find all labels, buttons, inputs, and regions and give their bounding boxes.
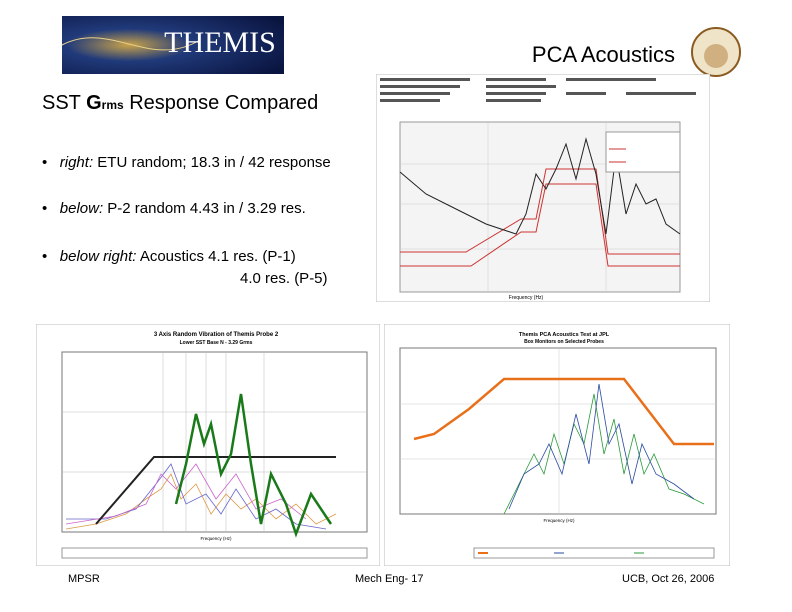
bullet: • below right: Acoustics 4.1 res. (P-1) — [42, 248, 296, 265]
footer-left: MPSR — [68, 573, 100, 585]
response-line — [399, 137, 681, 235]
header-title: PCA Acoustics — [532, 42, 675, 67]
title-part: G — [86, 92, 102, 114]
logo-swirl — [61, 37, 201, 51]
bullet-lead: below right: — [59, 248, 137, 265]
bullet: • below: P-2 random 4.43 in / 3.29 res. — [42, 200, 306, 217]
slide-title: SST Grms Response Compared — [42, 92, 318, 115]
bullet-text: Acoustics 4.1 res. (P-1) — [136, 248, 296, 265]
grid — [400, 348, 716, 514]
series-line — [66, 463, 327, 530]
figure-header-lines — [380, 78, 696, 102]
x-axis-label: Frequency (Hz) — [200, 536, 232, 541]
plot-area — [399, 347, 717, 515]
x-axis-label: Frequency (Hz) — [509, 295, 544, 301]
header: THEMIS PCA Acoustics — [61, 16, 741, 77]
figure-left: 3 Axis Random Vibration of Themis Probe … — [36, 324, 380, 566]
footer-center: Mech Eng- 17 — [355, 573, 424, 585]
title-part: Response Compared — [123, 92, 319, 114]
footer-right: UCB, Oct 26, 2006 — [622, 573, 715, 585]
bullet-text: 4.0 res. (P-5) — [240, 270, 328, 287]
figure-title: Themis PCA Acoustics Test at JPL — [519, 332, 610, 338]
series-line — [174, 393, 333, 538]
badge-figure — [704, 44, 728, 68]
series-line — [65, 473, 337, 530]
figure-title: 3 Axis Random Vibration of Themis Probe … — [154, 332, 279, 338]
profile-line — [400, 183, 680, 267]
series-line — [508, 383, 695, 510]
profile-line — [400, 168, 680, 255]
bullet-lead: right: — [59, 154, 94, 171]
figure-subtitle: Lower SST Base N - 3.29 Grms — [180, 340, 253, 346]
figure-right: Themis PCA Acoustics Test at JPL Box Mon… — [384, 324, 730, 566]
legend — [473, 547, 715, 559]
logo-text: THEMIS — [164, 26, 276, 59]
series-line — [503, 393, 705, 515]
legend — [61, 547, 368, 559]
figure-top: Frequency (Hz) — [376, 74, 710, 302]
title-part: SST — [42, 92, 87, 114]
spec-line — [413, 377, 714, 446]
spec-line — [95, 456, 336, 525]
title-part: rms — [101, 98, 124, 112]
bullet-text: ETU random; 18.3 in / 42 response — [93, 154, 331, 171]
figure-subtitle: Box Monitors on Selected Probes — [524, 339, 604, 345]
x-axis-label: Frequency (Hz) — [543, 518, 575, 523]
logo-banner — [62, 16, 284, 74]
bullet-text: P-2 random 4.43 in / 3.29 res. — [103, 200, 306, 217]
legend — [605, 131, 681, 173]
bullet-lead: below: — [59, 200, 104, 217]
bullet: • right: ETU random; 18.3 in / 42 respon… — [42, 154, 331, 171]
